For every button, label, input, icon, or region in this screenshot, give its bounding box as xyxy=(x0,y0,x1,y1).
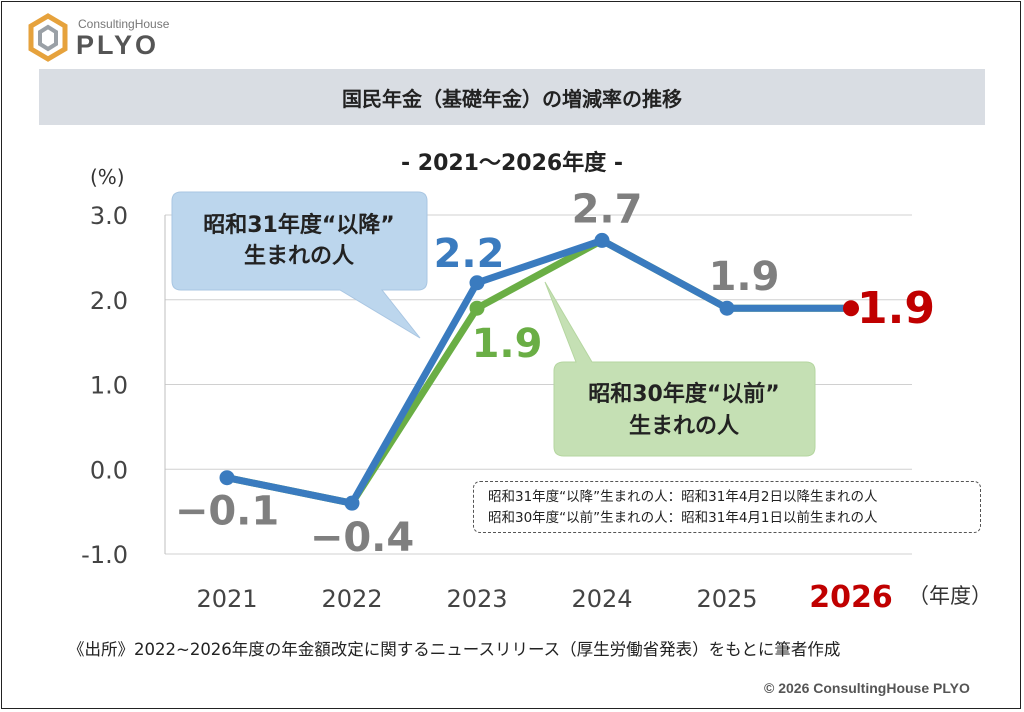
x-tick-label: 2021 xyxy=(196,585,257,613)
x-axis-unit: （年度） xyxy=(908,584,992,608)
y-tick-label: 2.0 xyxy=(90,287,128,315)
data-label-after: 1.9 xyxy=(857,283,935,334)
source-note: 《出所》2022~2026年度の年金額改定に関するニュースリリース（厚生労働省発… xyxy=(68,640,841,659)
hexagon-logo-icon xyxy=(28,13,68,62)
chart-subtitle: - 2021～2026年度 - xyxy=(400,151,624,176)
data-label-after: 2.7 xyxy=(572,186,643,232)
data-label-before: 1.9 xyxy=(472,321,543,367)
y-tick-label: 0.0 xyxy=(90,456,128,484)
data-point-before xyxy=(469,300,485,316)
brand-logo: ConsultingHouse PLYO xyxy=(26,13,216,63)
x-tick-label: 2022 xyxy=(321,585,382,613)
data-point-after xyxy=(219,470,235,486)
data-label-after: −0.4 xyxy=(310,515,414,561)
logo-wordmark: PLYO xyxy=(76,30,160,60)
note-line-before: 昭和30年度“以前”生まれの人：昭和31年4月1日以前生まれの人 xyxy=(488,510,878,526)
callouts: 昭和31年度“以降” 生まれの人 昭和30年度“以前” 生まれの人 xyxy=(171,191,816,457)
y-tick-label: -1.0 xyxy=(81,541,128,569)
callout-after-bubble xyxy=(171,191,428,339)
data-label-after: 1.9 xyxy=(709,254,780,300)
data-point-after xyxy=(843,300,859,317)
series xyxy=(219,232,859,511)
data-point-after xyxy=(469,275,485,291)
x-tick-label: 2024 xyxy=(571,585,632,613)
x-tick-label: 2026 xyxy=(809,580,893,615)
callout-before-line2: 生まれの人 xyxy=(629,414,739,439)
logo-tagline: ConsultingHouse xyxy=(78,17,170,31)
callout-before-bubble xyxy=(544,281,816,457)
y-tick-label: 1.0 xyxy=(90,372,128,400)
note-line-after: 昭和31年度“以降”生まれの人：昭和31年4月2日以降生まれの人 xyxy=(488,489,878,505)
data-labels: −0.1 −0.4 2.2 2.7 1.9 1.9 1.9 xyxy=(175,186,935,561)
data-label-after: −0.1 xyxy=(175,489,279,535)
data-point-after xyxy=(344,495,360,511)
y-axis-unit: (%) xyxy=(90,165,125,189)
title-bar: 国民年金（基礎年金）の増減率の推移 xyxy=(39,69,985,125)
x-tick-label: 2025 xyxy=(696,585,757,613)
data-point-after xyxy=(594,232,610,248)
tick-labels: 3.0 2.0 1.0 0.0 -1.0 2021 2022 2023 2024 2025 2026 xyxy=(81,202,893,615)
callout-after-line2: 生まれの人 xyxy=(244,244,354,269)
series-line-after xyxy=(226,236,851,507)
x-tick-label: 2023 xyxy=(446,585,507,613)
data-point-after xyxy=(719,300,735,316)
data-label-after: 2.2 xyxy=(434,231,505,277)
definition-note: 昭和31年度“以降”生まれの人：昭和31年4月2日以降生まれの人 昭和30年度“… xyxy=(473,481,981,533)
callout-after-line1: 昭和31年度“以降” xyxy=(203,212,395,238)
callout-before-line1: 昭和30年度“以前” xyxy=(588,381,780,407)
page-title: 国民年金（基礎年金）の増減率の推移 xyxy=(342,86,682,111)
y-tick-label: 3.0 xyxy=(90,202,128,230)
copyright-text: © 2026 ConsultingHouse PLYO xyxy=(764,680,970,696)
